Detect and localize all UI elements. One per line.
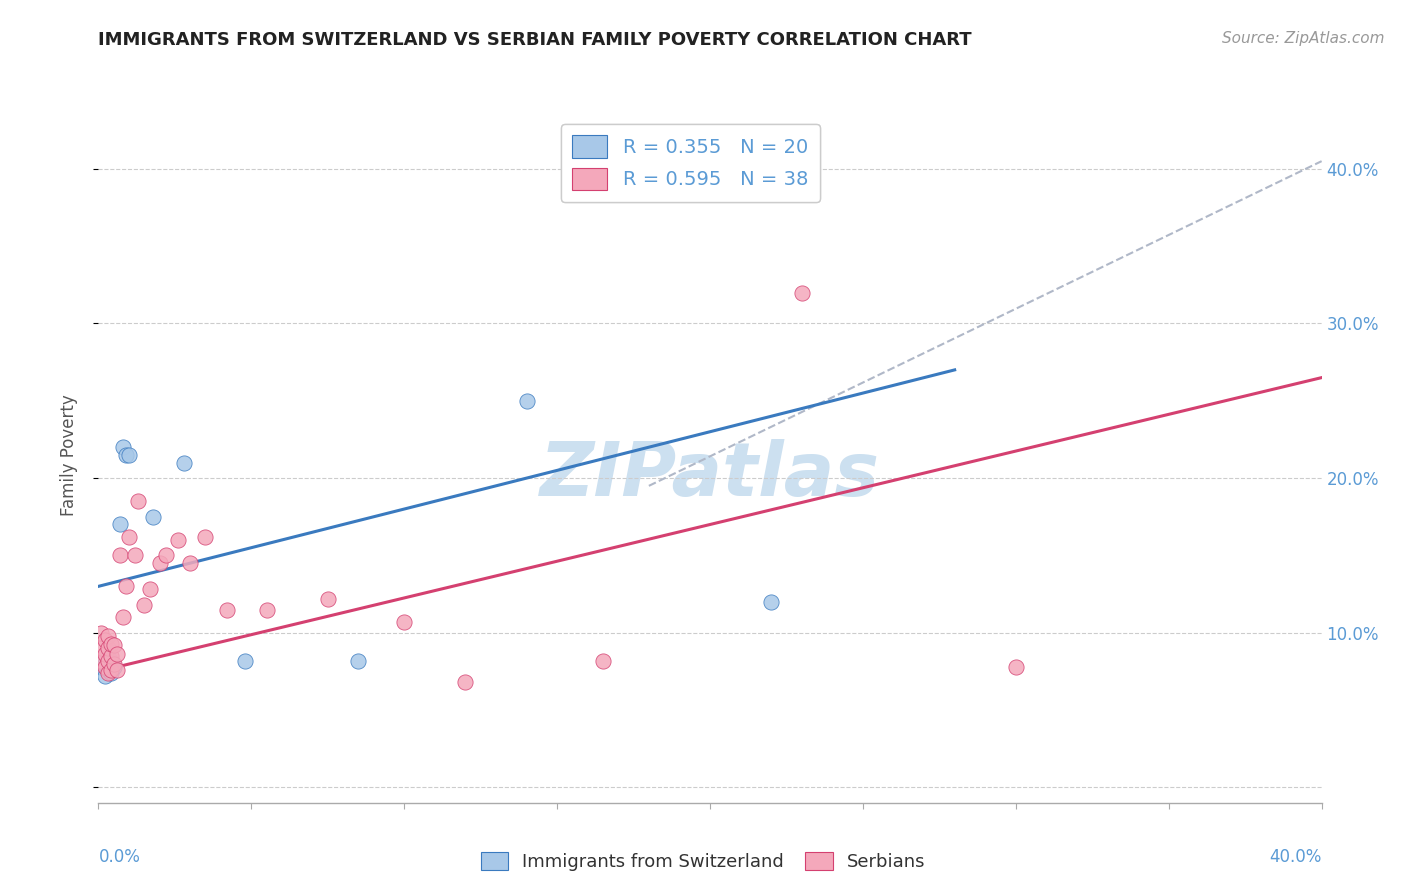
Point — [100, 648, 122, 663]
Point — [454, 675, 477, 690]
Point — [347, 654, 370, 668]
Point — [103, 659, 125, 673]
Point — [100, 636, 122, 650]
Point — [97, 641, 120, 656]
Point — [90, 654, 112, 668]
Point — [256, 602, 278, 616]
Point — [516, 393, 538, 408]
Point — [97, 665, 120, 680]
Point — [103, 657, 125, 671]
Point — [111, 440, 134, 454]
Legend: Immigrants from Switzerland, Serbians: Immigrants from Switzerland, Serbians — [474, 845, 932, 879]
Point — [97, 629, 120, 643]
Point — [100, 665, 122, 680]
Point — [392, 615, 416, 629]
Legend: R = 0.355   N = 20, R = 0.595   N = 38: R = 0.355 N = 20, R = 0.595 N = 38 — [561, 124, 820, 202]
Point — [194, 530, 217, 544]
Point — [90, 659, 112, 673]
Point — [97, 654, 120, 668]
Point — [93, 659, 115, 673]
Point — [759, 595, 782, 609]
Point — [134, 598, 156, 612]
Point — [90, 641, 112, 656]
Point — [233, 654, 256, 668]
Point — [108, 517, 131, 532]
Text: Source: ZipAtlas.com: Source: ZipAtlas.com — [1222, 31, 1385, 46]
Point — [100, 663, 122, 677]
Point — [1004, 659, 1026, 673]
Point — [215, 602, 238, 616]
Text: 0.0%: 0.0% — [98, 848, 141, 866]
Point — [118, 530, 141, 544]
Point — [139, 582, 162, 597]
Point — [592, 654, 614, 668]
Point — [790, 285, 813, 300]
Point — [316, 591, 339, 606]
Point — [97, 663, 120, 677]
Point — [105, 663, 128, 677]
Point — [97, 644, 120, 658]
Point — [93, 633, 115, 648]
Point — [115, 579, 138, 593]
Point — [93, 648, 115, 662]
Point — [103, 638, 125, 652]
Point — [167, 533, 190, 547]
Point — [100, 654, 122, 668]
Point — [105, 648, 128, 662]
Y-axis label: Family Poverty: Family Poverty — [59, 394, 77, 516]
Point — [118, 448, 141, 462]
Point — [111, 610, 134, 624]
Text: ZIPatlas: ZIPatlas — [540, 439, 880, 512]
Text: 40.0%: 40.0% — [1270, 848, 1322, 866]
Point — [93, 669, 115, 683]
Point — [142, 509, 165, 524]
Point — [149, 556, 172, 570]
Point — [115, 448, 138, 462]
Point — [97, 654, 120, 668]
Point — [179, 556, 201, 570]
Point — [127, 494, 149, 508]
Text: IMMIGRANTS FROM SWITZERLAND VS SERBIAN FAMILY POVERTY CORRELATION CHART: IMMIGRANTS FROM SWITZERLAND VS SERBIAN F… — [98, 31, 972, 49]
Point — [90, 625, 112, 640]
Point — [93, 657, 115, 671]
Point — [108, 549, 131, 563]
Point — [155, 549, 177, 563]
Point — [90, 654, 112, 668]
Point — [173, 456, 195, 470]
Point — [124, 549, 146, 563]
